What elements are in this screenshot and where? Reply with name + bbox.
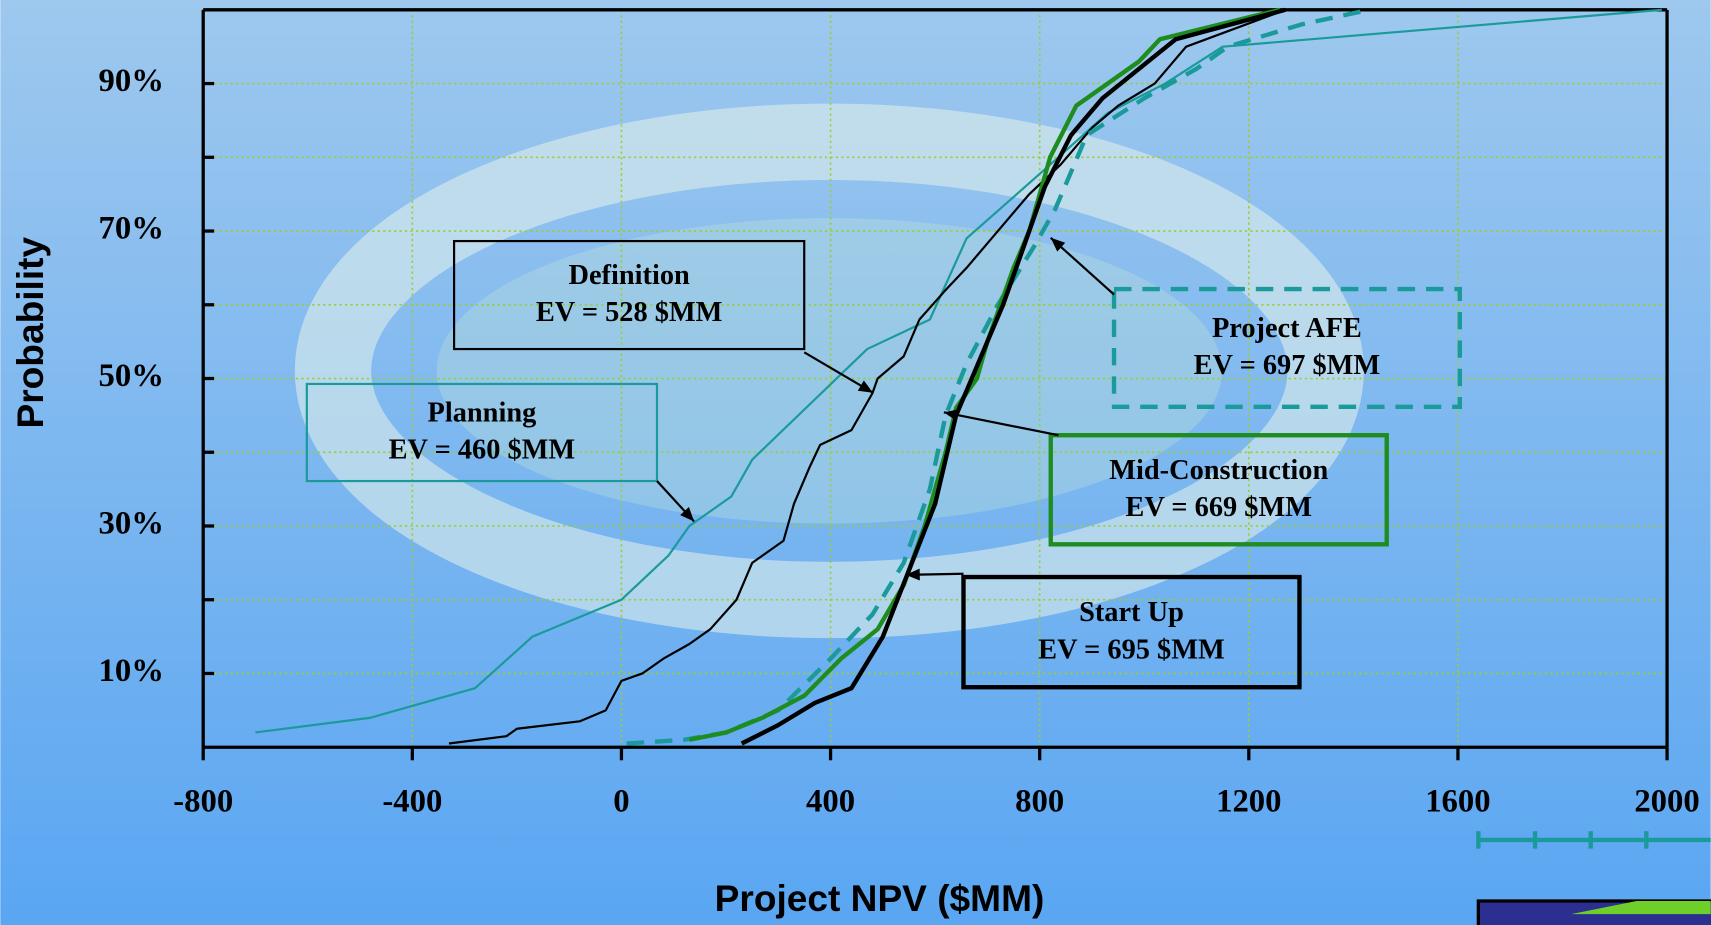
y-tick-label: 10% xyxy=(98,653,163,689)
x-tick-label: 1600 xyxy=(1425,783,1490,819)
x-axis-title: Project NPV ($MM) xyxy=(715,877,1045,919)
annotation-value: EV = 669 $MM xyxy=(1125,492,1312,523)
x-tick-label: 800 xyxy=(1015,783,1064,819)
annotation-name: Project AFE xyxy=(1212,313,1362,344)
annotation-value: EV = 695 $MM xyxy=(1038,634,1225,665)
x-tick-label: 0 xyxy=(613,783,629,819)
x-tick-label: -800 xyxy=(173,783,233,819)
y-tick-label: 30% xyxy=(98,506,163,542)
x-tick-label: 400 xyxy=(806,783,855,819)
x-tick-label: 1200 xyxy=(1216,783,1281,819)
y-axis-title: Probability xyxy=(9,237,51,429)
y-tick-label: 90% xyxy=(98,63,163,99)
y-tick-label: 70% xyxy=(98,211,163,247)
annotation-value: EV = 697 $MM xyxy=(1194,350,1381,381)
logo-watermark-inner xyxy=(437,218,1222,523)
annotation-name: Mid-Construction xyxy=(1109,455,1328,486)
annotation-name: Planning xyxy=(428,398,537,429)
annotation-name: Start Up xyxy=(1079,597,1184,628)
y-tick-label: 50% xyxy=(98,358,163,394)
annotation-name: Definition xyxy=(568,260,690,291)
annotation-value: EV = 528 $MM xyxy=(536,297,723,328)
chart: 10% 30% 50% 70% 90% -800 -400 0 400 800 1200 1600 20… xyxy=(0,0,1711,925)
annotation-value: EV = 460 $MM xyxy=(389,435,576,466)
x-tick-label: 2000 xyxy=(1634,783,1699,819)
x-tick-label: -400 xyxy=(382,783,442,819)
